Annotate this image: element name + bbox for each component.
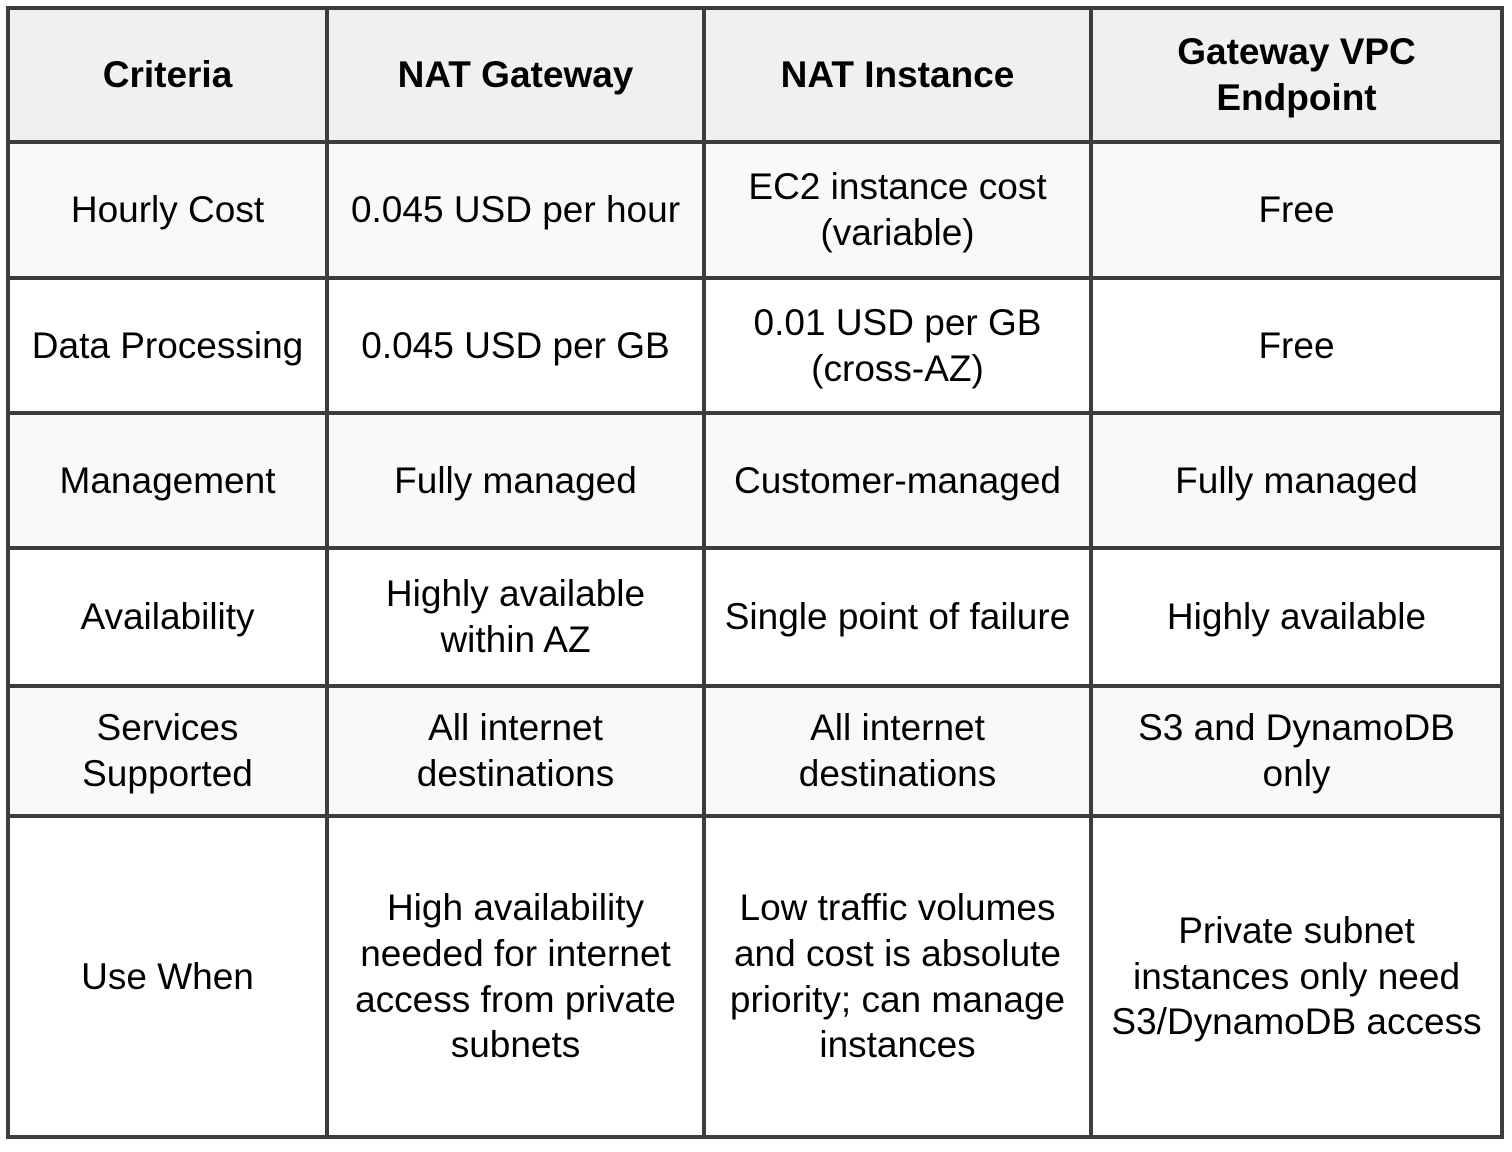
table-row: Availability Highly available within AZ … xyxy=(6,546,1504,688)
cell-nat-instance: EC2 instance cost (variable) xyxy=(702,140,1093,280)
table-body: Hourly Cost 0.045 USD per hour EC2 insta… xyxy=(6,140,1504,1139)
column-header-nat-instance: NAT Instance xyxy=(702,6,1093,144)
table-row: Use When High availability needed for in… xyxy=(6,814,1504,1139)
cell-gateway-vpc-endpoint: Fully managed xyxy=(1089,411,1504,550)
cell-criteria: Hourly Cost xyxy=(6,140,329,280)
cell-nat-instance: Single point of failure xyxy=(702,546,1093,688)
cell-nat-gateway: All internet destinations xyxy=(325,684,706,818)
cell-nat-gateway: 0.045 USD per GB xyxy=(325,276,706,415)
cell-nat-instance: 0.01 USD per GB (cross-AZ) xyxy=(702,276,1093,415)
cell-nat-instance: Low traffic volumes and cost is absolute… xyxy=(702,814,1093,1139)
table-row: Hourly Cost 0.045 USD per hour EC2 insta… xyxy=(6,140,1504,280)
cell-gateway-vpc-endpoint: S3 and DynamoDB only xyxy=(1089,684,1504,818)
nat-comparison-table: Criteria NAT Gateway NAT Instance Gatewa… xyxy=(6,6,1504,1139)
cell-criteria: Use When xyxy=(6,814,329,1139)
table-row: Data Processing 0.045 USD per GB 0.01 US… xyxy=(6,276,1504,415)
cell-criteria: Services Supported xyxy=(6,684,329,818)
cell-nat-gateway: Fully managed xyxy=(325,411,706,550)
cell-gateway-vpc-endpoint: Free xyxy=(1089,276,1504,415)
column-header-nat-gateway: NAT Gateway xyxy=(325,6,706,144)
cell-nat-gateway: High availability needed for internet ac… xyxy=(325,814,706,1139)
cell-criteria: Management xyxy=(6,411,329,550)
cell-nat-instance: Customer-managed xyxy=(702,411,1093,550)
column-header-criteria: Criteria xyxy=(6,6,329,144)
cell-criteria: Availability xyxy=(6,546,329,688)
table-row: Management Fully managed Customer-manage… xyxy=(6,411,1504,550)
cell-nat-gateway: 0.045 USD per hour xyxy=(325,140,706,280)
column-header-gateway-vpc-endpoint: Gateway VPC Endpoint xyxy=(1089,6,1504,144)
cell-nat-instance: All internet destinations xyxy=(702,684,1093,818)
cell-gateway-vpc-endpoint: Private subnet instances only need S3/Dy… xyxy=(1089,814,1504,1139)
table-row: Services Supported All internet destinat… xyxy=(6,684,1504,818)
cell-nat-gateway: Highly available within AZ xyxy=(325,546,706,688)
table-header: Criteria NAT Gateway NAT Instance Gatewa… xyxy=(6,6,1504,144)
table-header-row: Criteria NAT Gateway NAT Instance Gatewa… xyxy=(6,6,1504,144)
comparison-table-container: Criteria NAT Gateway NAT Instance Gatewa… xyxy=(6,6,1504,1139)
cell-gateway-vpc-endpoint: Highly available xyxy=(1089,546,1504,688)
cell-criteria: Data Processing xyxy=(6,276,329,415)
cell-gateway-vpc-endpoint: Free xyxy=(1089,140,1504,280)
